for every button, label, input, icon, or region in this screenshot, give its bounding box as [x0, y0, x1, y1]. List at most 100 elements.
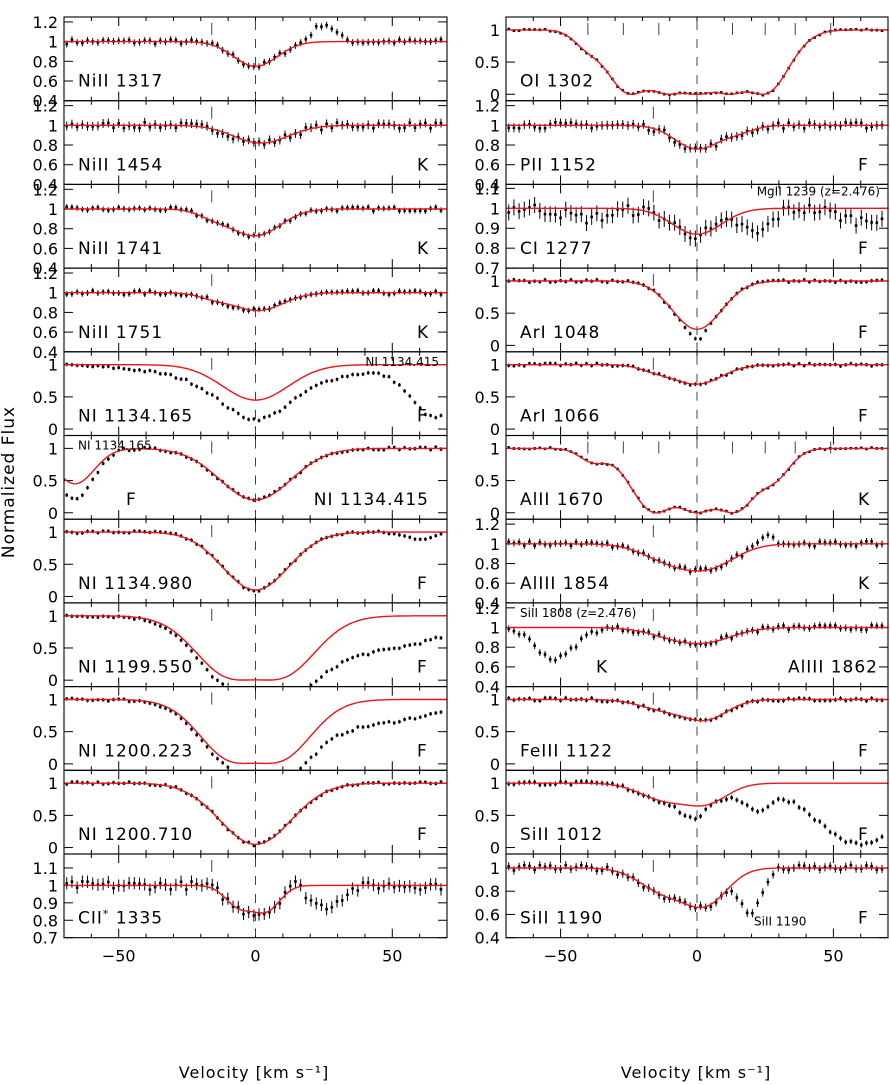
data-point [268, 138, 271, 142]
data-point [704, 329, 708, 332]
data-point [372, 723, 375, 727]
data-point [169, 205, 172, 209]
data-point [745, 803, 749, 807]
data-point [361, 125, 365, 129]
data-point [647, 129, 651, 132]
panel-oi-1302: 0 0.5 1 OI 1302 [475, 16, 889, 104]
data-point [512, 869, 516, 872]
data-point [283, 219, 287, 223]
data-point [771, 801, 775, 804]
data-point [616, 208, 619, 211]
data-point [174, 126, 178, 130]
data-point [797, 806, 801, 809]
data-point [761, 228, 765, 231]
y-tick-label: 1 [48, 356, 58, 375]
data-point [387, 647, 391, 651]
data-point [226, 406, 230, 410]
y-tick-label: 0.8 [475, 638, 500, 657]
data-point [392, 721, 396, 725]
data-point [351, 530, 354, 534]
y-tick-label: 0.4 [475, 929, 500, 948]
data-point [153, 783, 157, 787]
data-point [522, 633, 526, 636]
data-point [813, 818, 816, 822]
data-point [828, 699, 832, 702]
data-point [554, 362, 557, 366]
y-tick-label: 0 [490, 420, 500, 439]
data-point [668, 804, 671, 807]
data-point [377, 371, 380, 375]
data-point [771, 627, 775, 631]
panel-axes [506, 770, 888, 854]
data-point [709, 569, 713, 572]
data-point [590, 696, 593, 700]
data-point [133, 369, 136, 372]
data-point [143, 292, 147, 296]
data-point [818, 125, 822, 129]
data-point [304, 761, 308, 765]
flag-label: F [126, 490, 136, 510]
data-point [117, 366, 121, 369]
data-point [231, 905, 235, 908]
data-point [340, 660, 344, 664]
data-point [257, 913, 261, 916]
model-fit-line [64, 292, 447, 312]
data-point [392, 380, 396, 384]
data-point [361, 725, 365, 729]
data-point [797, 208, 801, 212]
y-tick-label: 1 [48, 284, 58, 303]
data-point [730, 889, 733, 893]
data-point [387, 882, 391, 885]
annotation-label: NI 1134.415 [365, 355, 439, 369]
data-point [273, 304, 276, 307]
data-point [101, 882, 105, 886]
annotation-label: NI 1134.165 [78, 439, 152, 453]
data-point [335, 378, 339, 381]
data-point [299, 767, 302, 770]
data-point [580, 637, 583, 640]
y-tick-label: 0.5 [475, 806, 500, 825]
data-point [595, 542, 599, 545]
data-point [678, 898, 682, 902]
y-tick-label: 1 [490, 116, 500, 135]
y-tick-label: 0.7 [475, 259, 500, 278]
data-point [792, 125, 796, 129]
data-point [844, 121, 848, 124]
data-point [605, 280, 609, 284]
data-point [325, 741, 328, 744]
data-point [673, 221, 676, 224]
data-point [91, 530, 95, 533]
data-point [122, 447, 126, 451]
data-point [413, 209, 417, 212]
data-point [761, 125, 765, 128]
flag-label: F [858, 155, 868, 175]
panel-ari-1048: 0 0.5 1 ArI 1048 F [475, 267, 889, 355]
y-tick-label: 0.5 [475, 304, 500, 323]
y-tick-label: 0 [490, 755, 500, 774]
data-point [709, 642, 713, 645]
data-point [398, 126, 401, 130]
data-point [694, 568, 697, 571]
data-point [242, 308, 245, 312]
model-fit-line [506, 447, 888, 514]
data-point [730, 637, 733, 640]
x-tick-label: 0 [250, 947, 260, 966]
data-point [818, 820, 822, 823]
data-point [403, 644, 406, 648]
data-point [756, 901, 759, 905]
data-point [138, 529, 141, 533]
data-point [96, 471, 100, 474]
data-point [205, 745, 209, 749]
y-tick-label: 0.4 [33, 92, 58, 111]
data-point [782, 127, 785, 130]
data-point [870, 125, 873, 129]
y-tick-label: 0.8 [475, 239, 500, 258]
data-point [787, 800, 790, 804]
data-point [574, 865, 578, 869]
data-point [408, 643, 412, 647]
y-tick-label: 1.2 [475, 97, 500, 116]
data-point [569, 121, 573, 124]
data-point [818, 699, 822, 702]
data-point [559, 364, 562, 367]
data-point [434, 39, 438, 43]
